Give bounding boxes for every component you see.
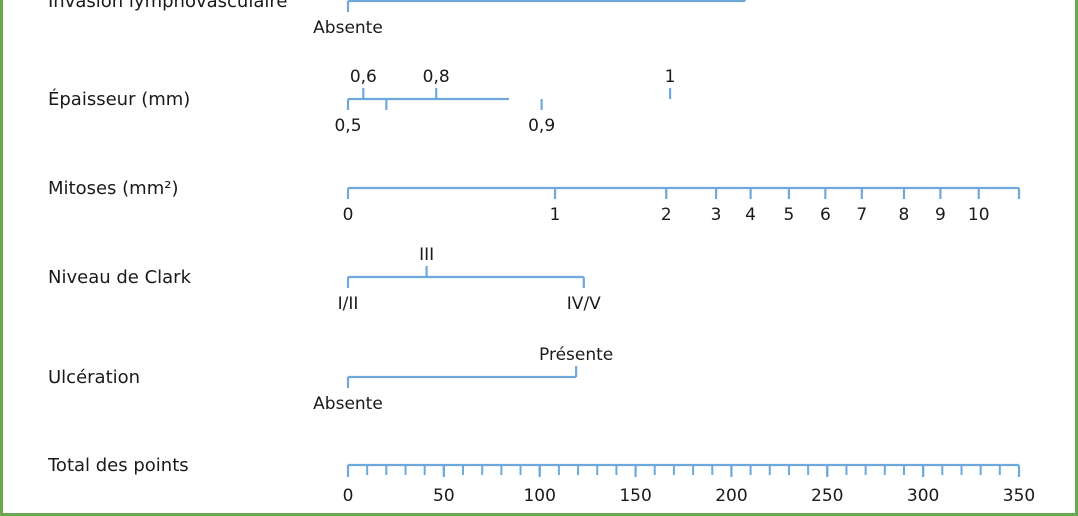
row-tick-label: 8 — [899, 205, 910, 225]
row-tick-label: Présente — [539, 345, 613, 365]
row-tick-label: 6 — [820, 205, 831, 225]
row-tick-label: 0,8 — [423, 67, 450, 87]
total-tick-label: 150 — [619, 486, 651, 506]
row-tick-label: 1 — [550, 205, 561, 225]
total-tick-label: 250 — [811, 486, 843, 506]
row-tick-label: 0,6 — [350, 67, 377, 87]
row-tick-label: 7 — [856, 205, 867, 225]
row-label: Invasion lymphovasculaire — [48, 0, 287, 12]
total-tick-label: 50 — [433, 486, 455, 506]
row-tick-label: 9 — [935, 205, 946, 225]
total-tick-label: 0 — [343, 486, 354, 506]
row-tick-label: I/II — [338, 294, 359, 314]
row-tick-label: 0,9 — [528, 116, 555, 136]
row-tick-label: Absente — [313, 18, 383, 38]
row-label: Épaisseur (mm) — [48, 88, 190, 110]
nomogram-chart: Invasion lymphovasculaire Absente Épaisseu… — [47, 0, 1035, 506]
total-tick-label: 300 — [907, 486, 939, 506]
row-tick-label: 5 — [784, 205, 795, 225]
row-tick-label: 1 — [665, 67, 676, 87]
total-tick-label: 200 — [715, 486, 747, 506]
row-tick-label: 4 — [745, 205, 756, 225]
row-label: Mitoses (mm²) — [48, 178, 178, 199]
row-tick-label: 0 — [343, 205, 354, 225]
row-label: Ulcération — [48, 367, 140, 388]
total-tick-label: 350 — [1003, 486, 1035, 506]
row-tick-label: 2 — [661, 205, 672, 225]
row-tick-label: 3 — [711, 205, 722, 225]
row-tick-label: III — [419, 245, 434, 265]
row-tick-label: Absente — [313, 394, 383, 414]
row-label: Niveau de Clark — [48, 267, 192, 288]
row-tick-label: 0,5 — [334, 116, 361, 136]
row-tick-label: 10 — [968, 205, 990, 225]
total-points-label: Total des points — [47, 455, 189, 476]
row-tick-label: IV/V — [567, 294, 601, 314]
total-tick-label: 100 — [523, 486, 555, 506]
